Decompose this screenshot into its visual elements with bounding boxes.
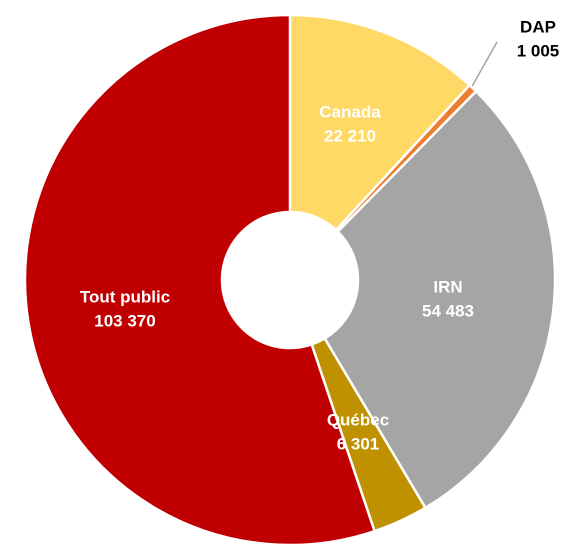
slice-label: Québec	[327, 410, 389, 429]
slice	[323, 89, 557, 510]
leader-line	[469, 41, 498, 91]
slice-value: 6 301	[337, 434, 380, 453]
slice	[288, 13, 472, 232]
slice-label: DAP	[520, 17, 556, 36]
slice-value: 54 483	[422, 301, 474, 320]
slice-value: 22 210	[324, 126, 376, 145]
slice-label: IRN	[433, 277, 462, 296]
slice	[23, 13, 377, 544]
slice-label: Canada	[319, 102, 381, 121]
slice-value: 103 370	[94, 311, 155, 330]
slice-label: Tout public	[80, 287, 170, 306]
slice-value: 1 005	[517, 41, 560, 60]
